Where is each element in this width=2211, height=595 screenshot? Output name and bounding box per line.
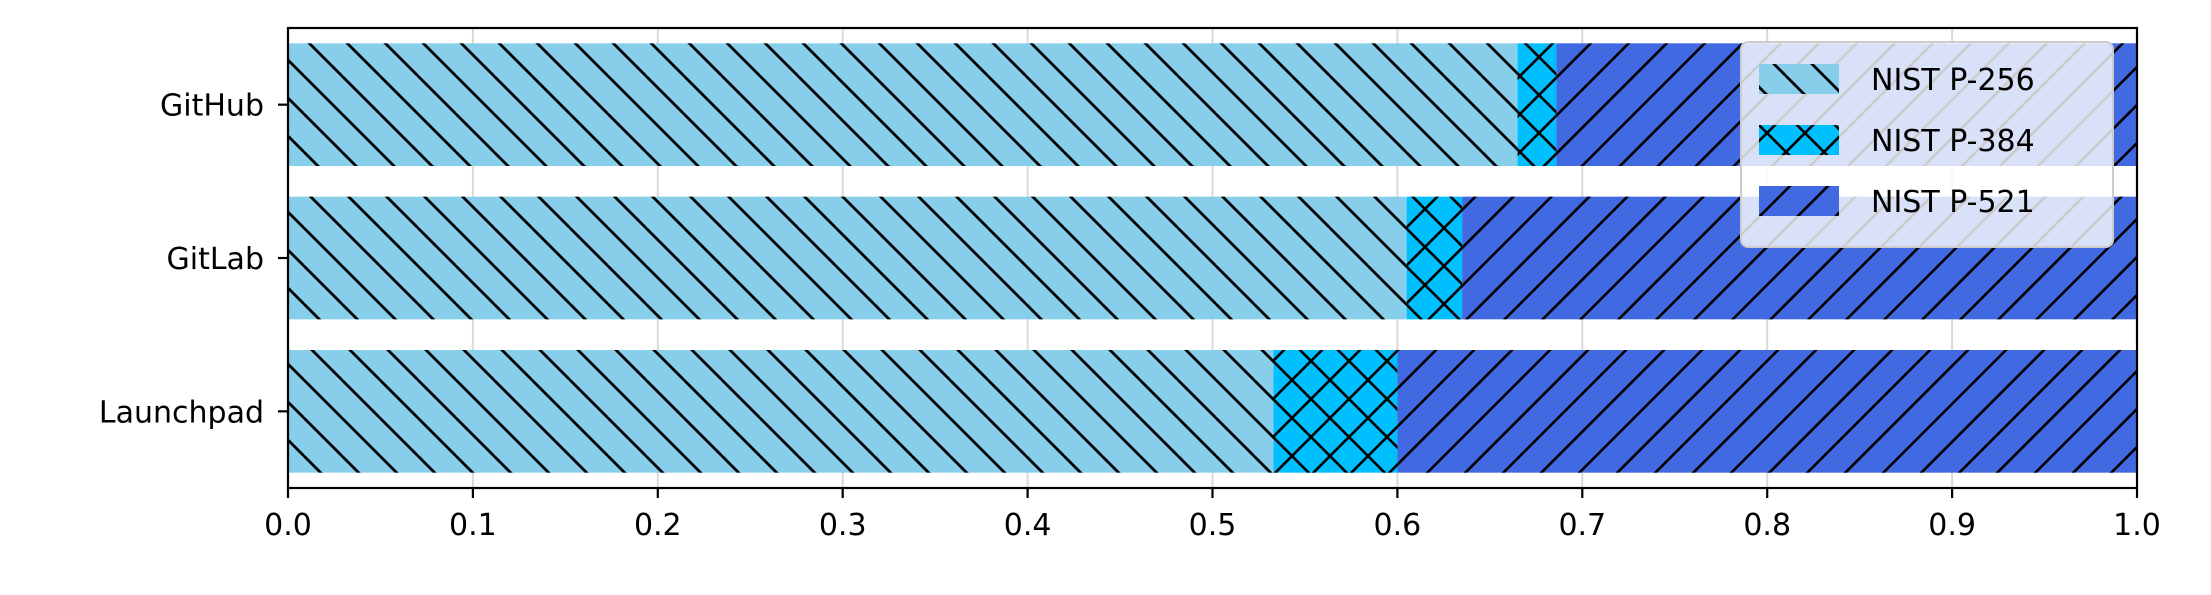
legend-swatch-hatch-nist-p-256 [1759, 64, 1839, 94]
x-tick-label: 1.0 [2113, 508, 2161, 543]
x-tick-label: 0.5 [1189, 508, 1237, 543]
y-tick-label-launchpad: Launchpad [99, 395, 264, 430]
x-tick-label: 0.6 [1374, 508, 1422, 543]
legend-label-nist-p-521: NIST P-521 [1871, 185, 2035, 220]
legend-label-nist-p-384: NIST P-384 [1871, 124, 2035, 159]
bar-hatch-gitlab-nist-p-384 [1406, 196, 1463, 320]
legend-swatch-hatch-nist-p-521 [1759, 186, 1839, 216]
bar-hatch-github-nist-p-256 [288, 43, 1518, 167]
x-tick-label: 0.4 [1004, 508, 1052, 543]
legend: NIST P-256 NIST P-384 NIST P-521 [1740, 41, 2114, 248]
x-tick-label: 0.8 [1743, 508, 1791, 543]
legend-label-nist-p-256: NIST P-256 [1871, 63, 2035, 98]
y-tick-label-github: GitHub [160, 89, 264, 124]
axes-layer: 0.0 0.1 0.2 0.3 0.4 0.5 0.6 0.7 0.8 0.9 1.0 GitHub G… [99, 26, 2161, 543]
x-tick-label: 0.7 [1558, 508, 1606, 543]
bar-hatch-launchpad-nist-p-384 [1273, 350, 1398, 473]
legend-swatch-hatch-nist-p-384 [1759, 125, 1839, 155]
bar-hatch-github-nist-p-384 [1517, 43, 1557, 167]
bar-hatch-launchpad-nist-p-256 [288, 350, 1274, 473]
x-tick-label: 0.9 [1928, 508, 1976, 543]
y-tick-label-gitlab: GitLab [167, 242, 265, 277]
bar-hatch-launchpad-nist-p-521 [1397, 350, 2137, 473]
x-tick-label: 0.0 [264, 508, 312, 543]
bar-hatch-gitlab-nist-p-256 [288, 196, 1407, 320]
x-tick-label: 0.2 [634, 508, 682, 543]
x-tick-label: 0.3 [819, 508, 867, 543]
x-tick-label: 0.1 [449, 508, 497, 543]
